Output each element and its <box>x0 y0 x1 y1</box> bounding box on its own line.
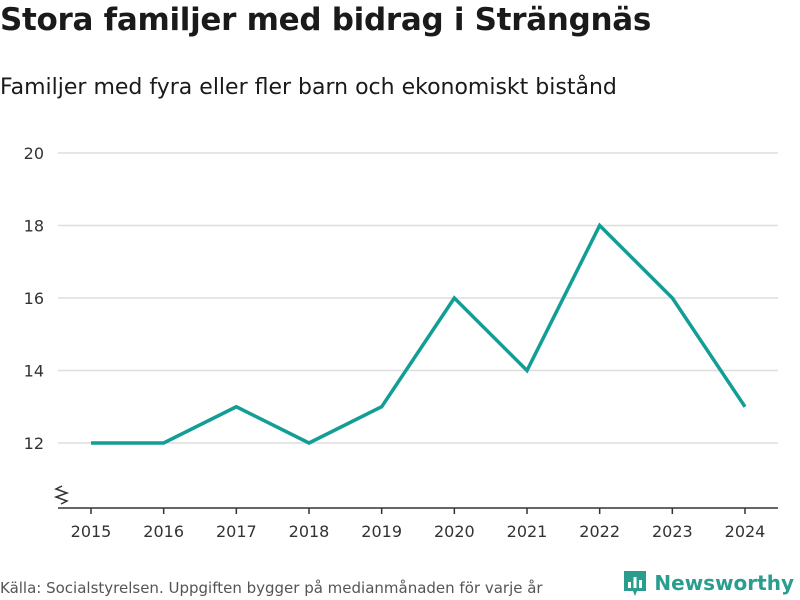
chart-subtitle: Familjer med fyra eller fler barn och ek… <box>0 75 617 100</box>
brand-logo[interactable]: Newsworthy <box>622 569 794 597</box>
x-tick-label: 2024 <box>725 522 766 541</box>
x-tick-label: 2015 <box>71 522 112 541</box>
x-tick-label: 2023 <box>652 522 693 541</box>
x-tick-label: 2022 <box>579 522 620 541</box>
y-tick-label: 12 <box>24 434 44 453</box>
x-tick-label: 2018 <box>289 522 330 541</box>
x-tick-label: 2021 <box>507 522 548 541</box>
grid-layer <box>58 152 778 444</box>
axis-layer: 12 14 16 18 20 2015 2016 2017 2018 2019 2020 2021 20… <box>24 144 778 541</box>
newsworthy-logo-icon <box>624 571 647 596</box>
y-tick-label: 16 <box>24 289 44 308</box>
x-tick-label: 2019 <box>361 522 402 541</box>
axis-break-marker <box>53 485 70 505</box>
y-tick-label: 20 <box>24 144 44 163</box>
chart-title: Stora familjer med bidrag i Strängnäs <box>0 2 652 38</box>
y-tick-label: 14 <box>24 362 44 381</box>
x-tick-label: 2017 <box>216 522 257 541</box>
source-note: Källa: Socialstyrelsen. Uppgiften bygger… <box>0 579 543 597</box>
series-layer <box>91 222 747 445</box>
y-tick-label: 18 <box>24 217 44 236</box>
x-tick-label: 2020 <box>434 522 475 541</box>
x-tick-label: 2016 <box>143 522 184 541</box>
brand-name: Newsworthy <box>654 571 794 595</box>
series-line <box>91 222 747 445</box>
